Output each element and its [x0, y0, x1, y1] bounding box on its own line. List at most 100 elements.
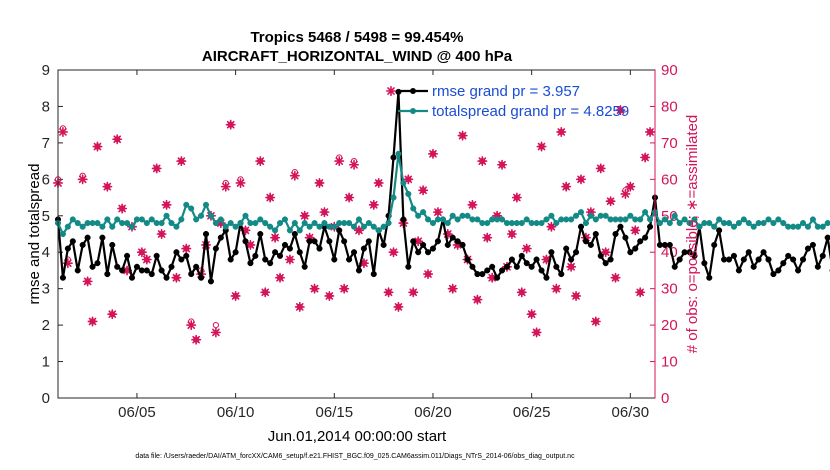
- totalspread-point: [109, 223, 116, 230]
- obs-possible-marker: [459, 132, 466, 139]
- rmse-point: [538, 267, 545, 274]
- obs-possible-marker: [622, 187, 629, 194]
- totalspread-point: [316, 223, 323, 230]
- obs-possible-marker: [420, 187, 427, 194]
- totalspread-point: [237, 220, 244, 227]
- obs-possible-marker: [429, 150, 437, 157]
- rmse-point: [568, 256, 575, 263]
- totalspread-point: [355, 216, 363, 223]
- left-y-axis-label: rmse and totalspread: [26, 164, 43, 305]
- rmse-point: [597, 252, 604, 259]
- totalspread-point: [99, 223, 106, 230]
- obs-possible-marker: [212, 322, 219, 329]
- obs-possible-marker: [193, 336, 200, 343]
- data-layer: [52, 88, 830, 345]
- rmse-point: [272, 249, 279, 256]
- totalspread-point: [691, 216, 698, 223]
- obs-possible-marker: [178, 158, 185, 165]
- right-y-tick-label: 30: [661, 281, 678, 298]
- rmse-point: [444, 241, 451, 248]
- rmse-point: [686, 249, 693, 256]
- rmse-point: [765, 256, 772, 263]
- legend-marker-1: [410, 108, 416, 114]
- totalspread-point: [114, 216, 121, 223]
- rmse-point: [158, 267, 165, 274]
- obs-possible-marker: [469, 201, 476, 208]
- rmse-point: [124, 252, 131, 259]
- rmse-point: [790, 256, 797, 263]
- obs-possible-marker: [518, 289, 525, 296]
- totalspread-point: [296, 227, 303, 234]
- rmse-point: [242, 238, 249, 245]
- totalspread-point: [291, 220, 298, 227]
- rmse-point: [799, 256, 807, 263]
- totalspread-point: [306, 223, 313, 230]
- rmse-point: [577, 223, 585, 230]
- obs-possible-marker: [508, 230, 516, 238]
- obs-possible-marker: [637, 289, 644, 296]
- obs-possible-marker: [553, 285, 560, 292]
- rmse-point: [647, 223, 654, 230]
- obs-possible-marker: [271, 234, 279, 241]
- rmse-point: [740, 256, 747, 263]
- totalspread-point: [104, 216, 111, 223]
- obs-possible-marker: [84, 278, 91, 285]
- totalspread-point: [464, 212, 471, 219]
- totalspread-point: [331, 223, 338, 230]
- obs-possible-marker: [79, 172, 86, 179]
- obs-possible-marker: [153, 165, 160, 172]
- totalspread-point: [804, 223, 812, 230]
- obs-possible-marker: [528, 311, 535, 318]
- totalspread-point: [360, 223, 367, 230]
- rmse-point: [770, 271, 777, 278]
- rmse-point: [627, 249, 634, 256]
- obs-possible-marker: [395, 303, 402, 310]
- rmse-point: [355, 267, 363, 274]
- obs-possible-marker: [237, 176, 244, 183]
- data-file-footer: data file: /Users/raeder/DAI/ATM_forcXX/…: [135, 453, 575, 460]
- rmse-point: [128, 274, 136, 281]
- rmse-point: [326, 238, 333, 245]
- rmse-point: [316, 245, 323, 252]
- totalspread-point: [424, 216, 432, 223]
- rmse-point: [528, 263, 535, 270]
- obs-possible-marker: [563, 183, 570, 190]
- obs-possible-marker: [538, 143, 545, 150]
- totalspread-point: [79, 223, 86, 230]
- rmse-point: [257, 230, 264, 238]
- rmse-point: [706, 274, 713, 281]
- obs-possible-marker: [558, 128, 565, 136]
- right-y-axis-label: # of obs: o=possible; ∗=assimilated: [684, 115, 701, 354]
- obs-possible-marker: [321, 209, 328, 216]
- totalspread-point: [286, 227, 293, 234]
- obs-possible-marker: [602, 249, 609, 256]
- totalspread-point: [637, 216, 644, 223]
- right-y-tick-label: 90: [661, 62, 678, 79]
- totalspread-point: [183, 201, 190, 208]
- rmse-point: [671, 263, 678, 270]
- rmse-point: [469, 263, 476, 270]
- rmse-point: [59, 274, 66, 281]
- totalspread-point: [454, 216, 461, 223]
- chart-title: Tropics 5468 / 5498 = 99.454%: [250, 29, 463, 46]
- totalspread-point: [538, 220, 545, 227]
- obs-possible-marker: [341, 285, 348, 292]
- rmse-point: [193, 263, 200, 270]
- rmse-point: [795, 267, 802, 274]
- left-y-tick-label: 1: [42, 354, 50, 371]
- rmse-point: [745, 249, 752, 256]
- rmse-point: [296, 249, 303, 256]
- rmse-point: [508, 256, 515, 263]
- totalspread-point: [716, 216, 723, 223]
- rmse-point: [168, 263, 175, 270]
- rmse-point: [666, 241, 673, 248]
- obs-possible-marker: [484, 234, 491, 241]
- obs-possible-marker: [267, 194, 274, 201]
- rmse-point: [370, 271, 377, 278]
- rmse-point: [804, 245, 812, 252]
- obs-possible-marker: [607, 198, 614, 205]
- totalspread-point: [281, 216, 289, 223]
- totalspread-point: [257, 216, 264, 223]
- totalspread-point: [262, 220, 269, 227]
